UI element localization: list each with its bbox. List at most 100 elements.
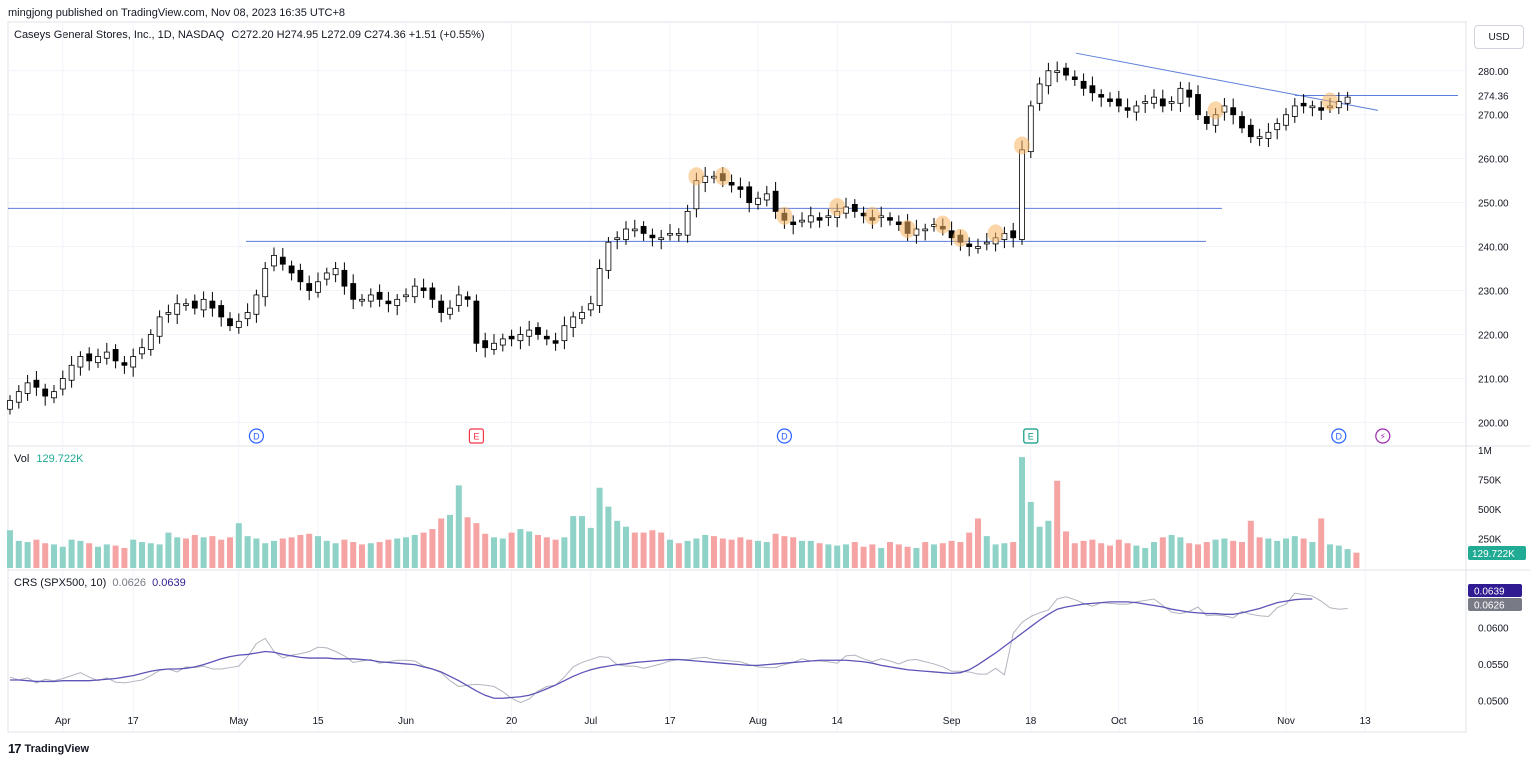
candle-body [68,364,75,381]
currency-button[interactable]: USD [1474,25,1524,49]
volume-bar [350,542,357,568]
crs-ma-badge-text: 0.0639 [1474,587,1505,598]
crs-title: CRS (SPX500, 10) [14,577,107,589]
volume-bar [1001,543,1008,568]
candle-body [86,353,93,362]
volume-bar [746,539,753,568]
volume-bar [411,534,418,568]
crs-ma-value: 0.0639 [152,577,186,589]
volume-bar [473,523,480,568]
volume-bar [1063,531,1069,568]
event-marker [1375,428,1391,444]
volume-tick-label: 1M [1478,446,1492,457]
volume-bar [359,544,365,568]
volume-legend: Vol 129.722K [14,453,83,465]
candle-body [403,294,409,298]
candle-body [191,300,198,309]
candle-body [508,335,515,340]
volume-bar [1168,534,1175,568]
candle-body [341,269,348,287]
candle-body [244,312,251,320]
volume-bar [992,544,999,568]
volume-bar [737,537,744,568]
price-tick-label: 230.00 [1478,287,1509,298]
highlight-circle [952,228,969,247]
volume-bar [975,518,981,568]
candle-body [306,283,313,291]
time-tick-label: 14 [832,716,844,727]
volume-bar [1186,543,1193,568]
volume-bar [376,542,383,568]
marker-label: ⚡ [1380,432,1386,442]
volume-bar [77,540,84,568]
symbol-name: Caseys General Stores, Inc., 1D, NASDAQ [14,29,225,41]
volume-bar [147,543,154,568]
candle-body [623,228,629,240]
volume-bar [957,542,964,568]
chart-frame [7,21,1467,733]
volume-bar [1195,544,1201,568]
volume-bar [33,539,40,568]
candle-body [1115,98,1122,107]
volume-bar [121,547,128,568]
volume-bar [1142,547,1149,568]
volume-bar [1274,540,1281,568]
volume-bar [24,542,31,568]
volume-bar [1265,538,1272,568]
volume-bar [1159,537,1166,568]
volume-bar [95,546,101,568]
volume-bar [1177,537,1184,568]
candle-body [103,351,110,359]
highlight-circle [776,206,793,225]
candle-body [587,303,594,311]
volume-bar [851,542,858,568]
candle-body [24,382,31,394]
volume-bar [843,544,849,568]
highlight-circles [688,92,1338,247]
volume-bar [130,539,137,568]
volume-bar [385,539,392,568]
volume-bar [68,539,75,568]
candle-body [1247,124,1254,138]
candle-body [684,211,691,236]
volume-bar [1115,539,1122,568]
candle-body [1195,94,1201,116]
volume-bar [931,544,937,568]
volume-bar [939,543,946,568]
candle-body [121,362,128,366]
tradingview-logo[interactable]: 17 TradingView [8,741,89,756]
candle-body [147,334,154,350]
time-tick-label: 13 [1360,716,1372,727]
candle-body [1151,96,1157,104]
highlight-circle [987,224,1004,243]
volume-bar [869,544,876,568]
volume-bar [948,540,955,568]
candle-body [139,347,145,355]
highlight-circle [688,167,705,186]
volume-bar [227,537,233,568]
time-tick-label: 17 [128,716,140,727]
last-price-label: 274.36 [1478,92,1509,103]
time-tick-label: Oct [1111,716,1127,727]
price-tick-label: 240.00 [1478,243,1509,254]
event-marker [776,428,793,444]
candle-body [1230,107,1237,116]
candle-body [262,268,269,298]
volume-bar [403,537,409,568]
candle-body [799,219,805,223]
candle-body [1036,83,1043,104]
candle-body [1054,70,1061,73]
candle-body [1107,98,1113,102]
volume-bar [271,540,277,568]
volume-bar [7,530,13,568]
volume-bar [1221,538,1228,568]
candle-body [156,316,163,337]
volume-title: Vol [14,453,30,465]
candle-body [359,298,365,302]
candle-body [165,312,172,315]
volume-bar [1283,538,1289,568]
candle-body [1098,94,1105,98]
volume-tick-label: 750K [1478,476,1502,487]
volume-tick-label: 250K [1478,535,1502,546]
